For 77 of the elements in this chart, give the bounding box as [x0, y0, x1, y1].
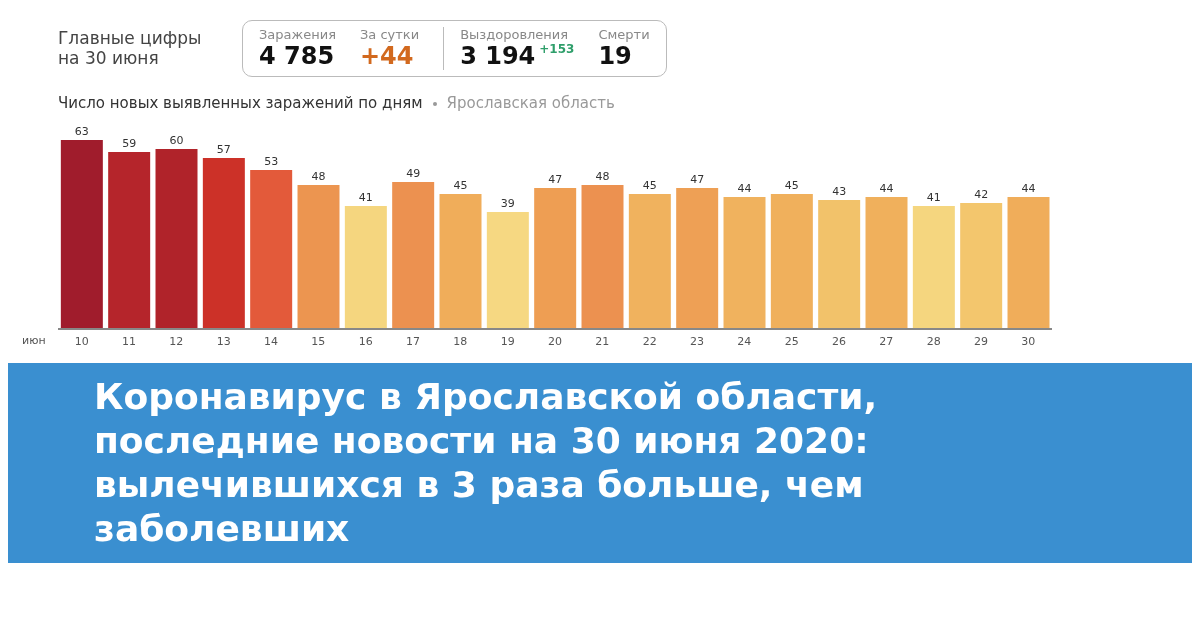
data-label: 41 — [358, 191, 373, 204]
x-tick-label: 13 — [216, 334, 231, 348]
chart-subtitle: Ярославская область — [446, 94, 615, 112]
bar — [60, 140, 103, 329]
bar — [818, 200, 861, 329]
x-tick-label: 20 — [548, 334, 562, 348]
text: +153 — [539, 41, 575, 56]
data-label: 43 — [832, 185, 847, 198]
bar — [770, 194, 813, 329]
bar — [723, 197, 766, 329]
data-label: 41 — [926, 191, 941, 204]
data-label: 45 — [784, 179, 799, 192]
x-tick-label: 30 — [1021, 334, 1036, 348]
bar — [108, 152, 151, 329]
data-label: 42 — [974, 188, 989, 201]
x-tick-label: 14 — [264, 334, 278, 348]
bar — [439, 194, 482, 329]
text: Заражения — [259, 26, 336, 42]
text: Смерти — [598, 26, 650, 42]
x-tick-label: 19 — [500, 334, 515, 348]
bar — [865, 197, 908, 329]
data-label: 45 — [453, 179, 468, 192]
data-label: 47 — [690, 173, 705, 186]
bar — [392, 182, 435, 329]
text: 19 — [598, 41, 632, 70]
x-tick-label: 21 — [595, 334, 610, 348]
data-label: 44 — [1021, 182, 1036, 195]
x-tick-label: 29 — [974, 334, 988, 348]
data-label: 59 — [122, 137, 137, 150]
x-tick-label: 27 — [879, 334, 894, 348]
data-label: 60 — [169, 134, 184, 147]
bar — [250, 170, 293, 329]
x-tick-label: 26 — [832, 334, 846, 348]
bar — [297, 185, 340, 329]
data-label: 44 — [737, 182, 752, 195]
data-label: 53 — [264, 155, 279, 168]
data-label: 49 — [406, 167, 421, 180]
bar — [486, 212, 529, 329]
x-tick-label: 25 — [784, 334, 799, 348]
data-label: 39 — [500, 197, 515, 210]
x-tick-label: 12 — [169, 334, 184, 348]
bar — [1007, 197, 1050, 329]
x-axis-title: июн — [22, 334, 46, 347]
bar — [581, 185, 624, 329]
x-tick-label: 22 — [642, 334, 657, 348]
bar — [202, 158, 245, 329]
x-tick-label: 11 — [122, 334, 136, 348]
x-tick-label: 16 — [358, 334, 373, 348]
text: 3 194 — [460, 41, 536, 70]
data-label: 57 — [216, 143, 231, 156]
bar — [676, 188, 719, 329]
bar — [344, 206, 387, 329]
data-label: 48 — [311, 170, 326, 183]
bar — [155, 149, 198, 329]
x-tick-label: 18 — [453, 334, 468, 348]
text: Выздоровления — [460, 26, 570, 42]
data-label: 63 — [74, 125, 89, 138]
data-label: 47 — [548, 173, 563, 186]
data-label: 45 — [642, 179, 657, 192]
chart-title: Число новых выявленных заражений по дням — [58, 94, 423, 112]
text: 4 785 — [259, 41, 335, 70]
x-tick-label: 10 — [74, 334, 89, 348]
x-tick-label: 17 — [406, 334, 420, 348]
bar — [912, 206, 955, 329]
x-tick-label: 24 — [737, 334, 752, 348]
data-label: 44 — [879, 182, 894, 195]
bar — [534, 188, 577, 329]
x-tick-label: 15 — [311, 334, 326, 348]
x-tick-label: 23 — [690, 334, 704, 348]
text: Главные цифры на 30 июня — [58, 28, 203, 68]
x-tick-label: 28 — [926, 334, 941, 348]
text: За сутки — [360, 26, 420, 42]
text: +44 — [360, 41, 414, 70]
text: Коронавирус в Ярославской области, последние новости на 30 июня 2020: вылечившихся в 3 раза больше, чем заболевших — [8, 363, 1192, 563]
bar — [628, 194, 671, 329]
bar — [960, 203, 1003, 329]
data-label: 48 — [595, 170, 610, 183]
